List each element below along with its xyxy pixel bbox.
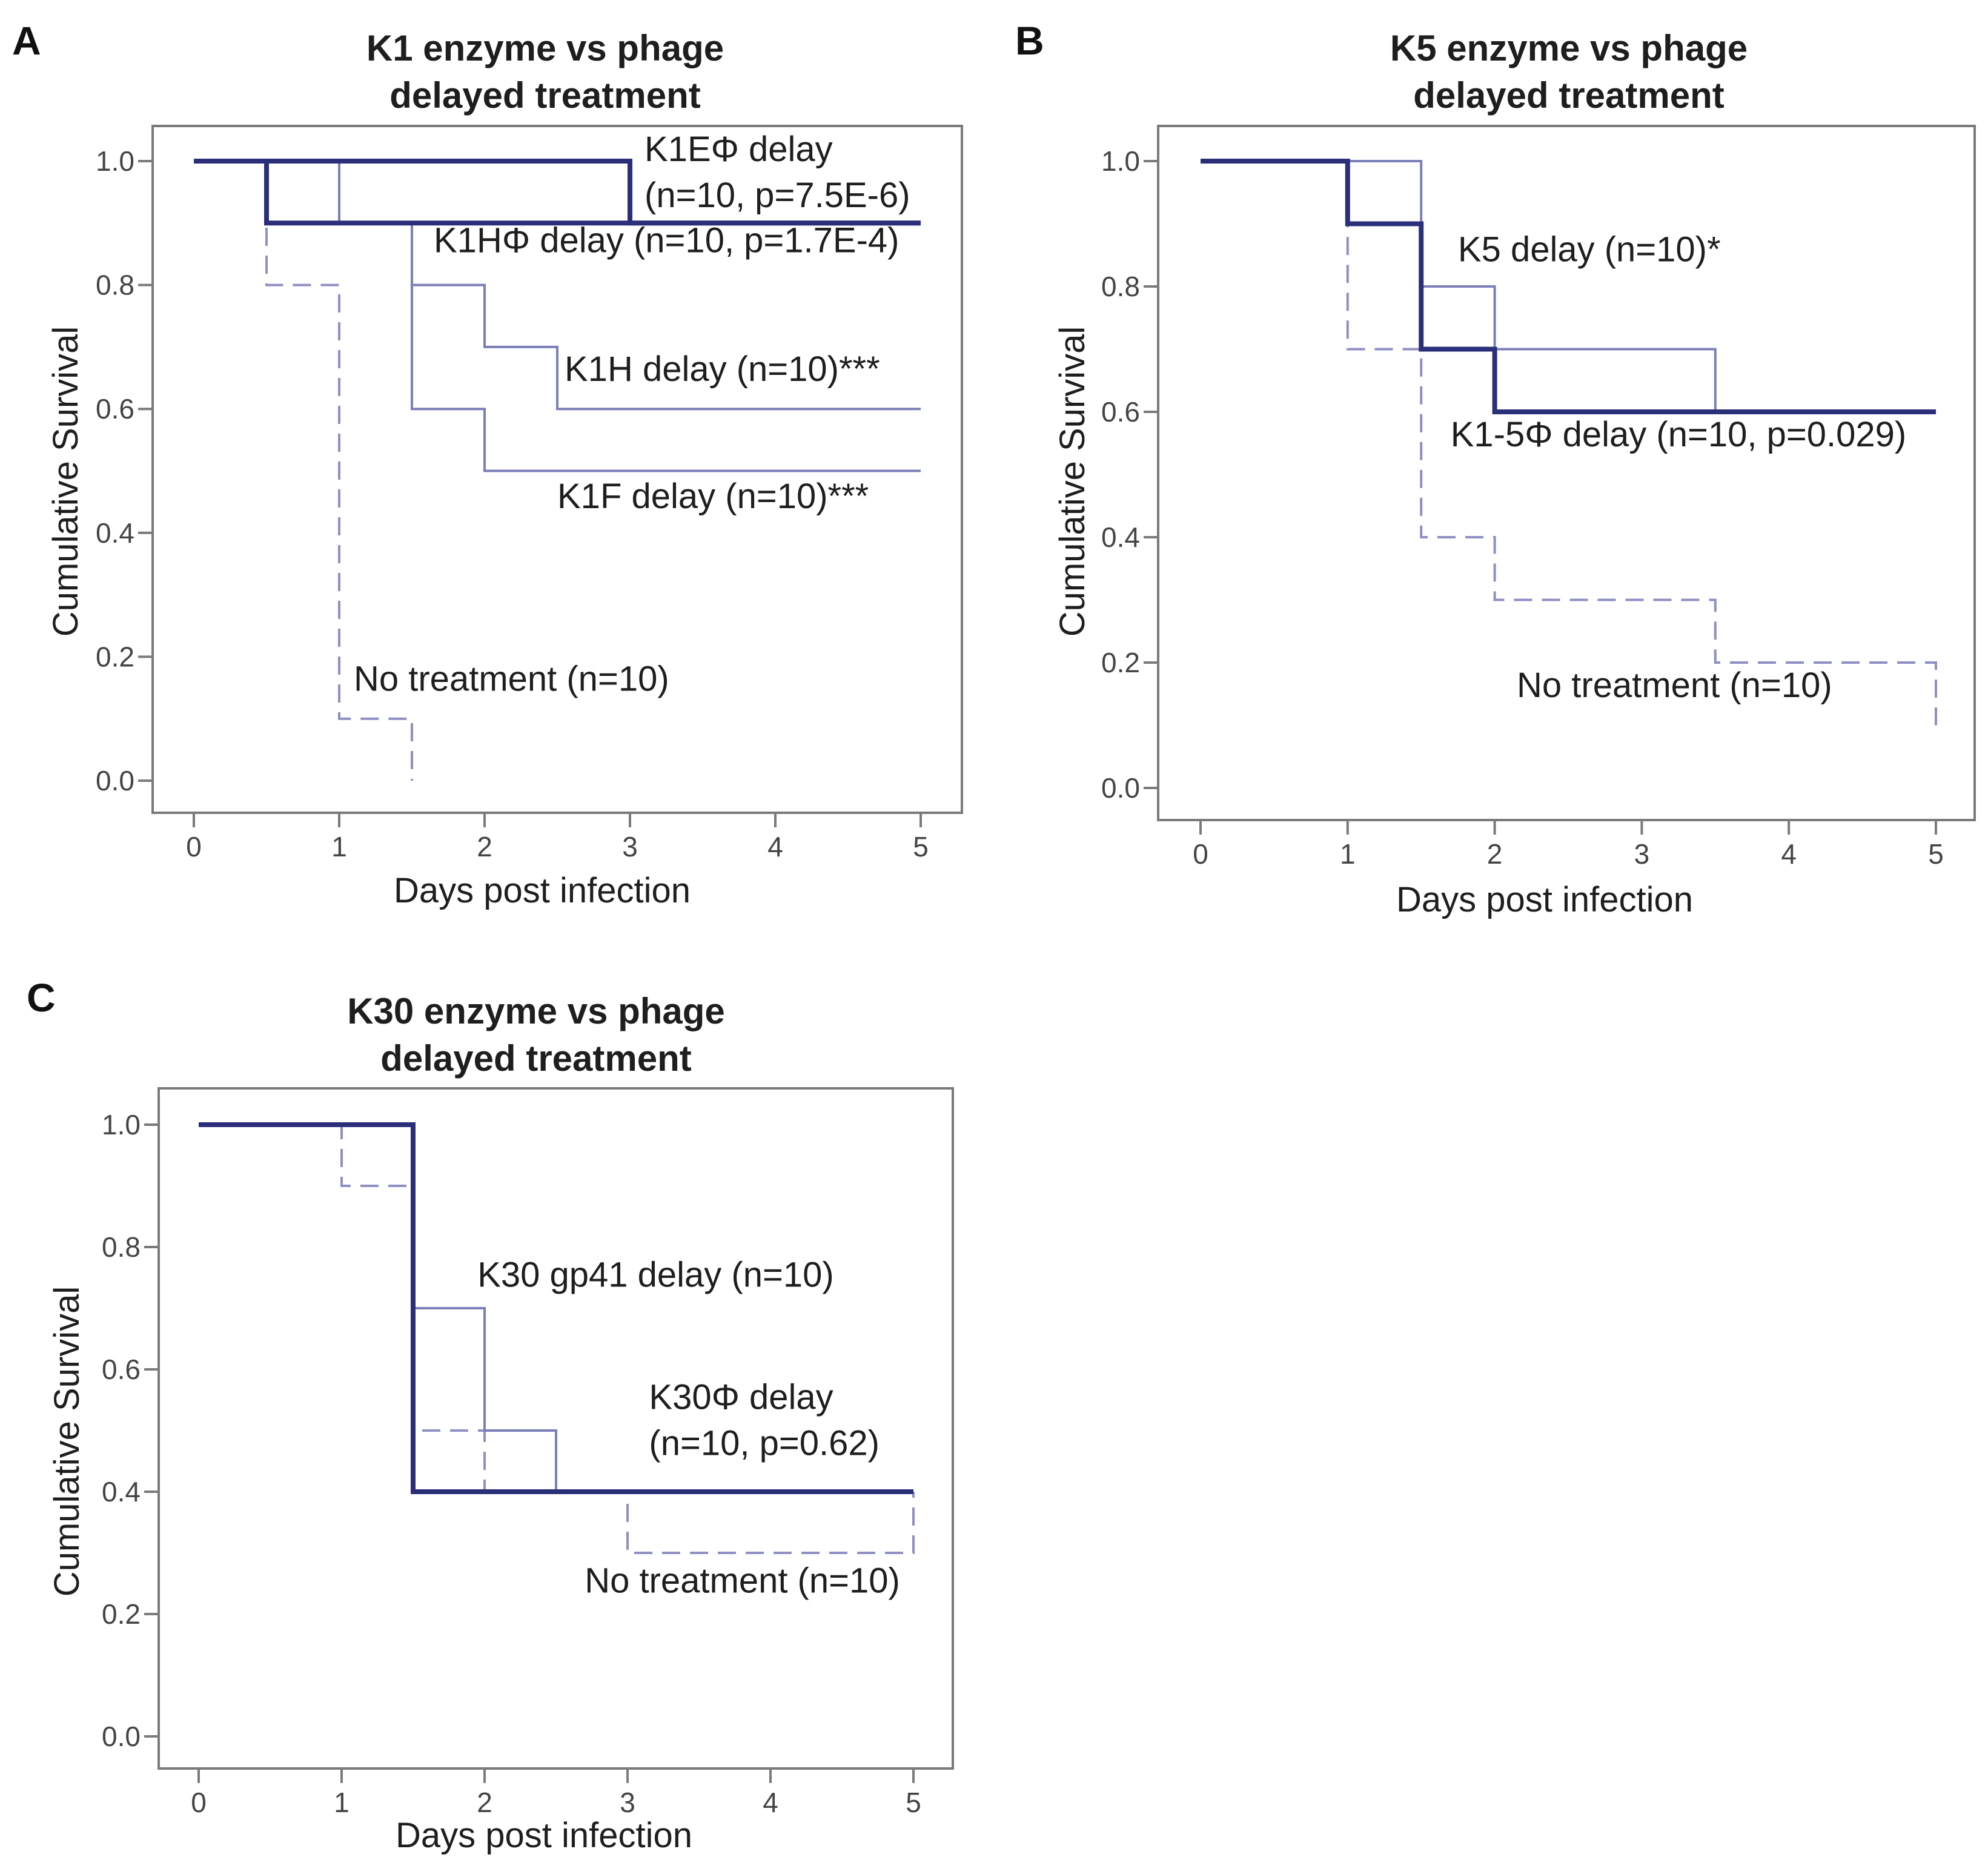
y-tick-label: 0.2 [96, 641, 134, 672]
series-k1-5-delay [1201, 159, 1936, 414]
y-tick-label: 1.0 [1101, 145, 1140, 177]
chart-title: K1 enzyme vs phage delayed treatment [366, 28, 724, 116]
y-tick-label: 0.4 [102, 1476, 141, 1507]
panel-letter: B [1015, 18, 1044, 63]
x-tick-label: 3 [1634, 838, 1650, 870]
series-annotation: K5 delay (n=10)* [1458, 230, 1721, 270]
x-tick-label: 2 [477, 831, 492, 862]
chart-title: K5 enzyme vs phage delayed treatment [1390, 28, 1748, 116]
x-tick-label: 4 [763, 1787, 778, 1818]
series-annotation: No treatment (n=10) [585, 1561, 900, 1601]
panel-a: A K1 enzyme vs phage delayed treatment 0.0 0… [12, 18, 963, 910]
y-tick-label: 0.6 [1101, 396, 1140, 428]
x-tick-label: 0 [1193, 838, 1208, 870]
x-tick-label: 5 [913, 831, 929, 862]
x-tick-label: 4 [1781, 838, 1797, 870]
y-tick-label: 0.0 [1101, 772, 1140, 804]
x-tick-label: 3 [622, 831, 638, 862]
series-annotation-line: K1H delay (n=10)*** [565, 349, 880, 389]
x-axis-label: Days post infection [1396, 880, 1693, 919]
series-k1h-delay [194, 160, 921, 411]
series-annotation: K1-5Φ delay (n=10, p=0.029) [1451, 415, 1906, 454]
y-tick-label: 0.8 [1101, 271, 1140, 302]
y-tick-label: 0.0 [96, 765, 134, 796]
y-tick-label: 0.4 [96, 517, 134, 549]
series-annotation: No treatment (n=10) [1517, 666, 1832, 705]
series-annotation: K30Φ delay (n=10, p=0.62) [649, 1378, 880, 1463]
series-annotation: K1EΦ delay (n=10, p=7.5E-6) [644, 130, 910, 215]
series-annotation-line: K1EΦ delay [644, 130, 833, 169]
y-tick-label: 0.8 [96, 270, 134, 301]
y-axis-label: Cumulative Survival [47, 1286, 87, 1597]
y-tick-label: 0.8 [102, 1231, 141, 1263]
x-tick-label: 5 [906, 1787, 921, 1818]
series-annotation-line: No treatment (n=10) [354, 660, 669, 699]
y-tick-label: 0.2 [1101, 647, 1140, 678]
series-k5-delay [1201, 160, 1936, 413]
panel-c: C K30 enzyme vs phage delayed treatment 0.0… [27, 975, 954, 1855]
series-annotation-line: K30Φ delay [649, 1378, 833, 1417]
x-tick-label: 0 [191, 1787, 207, 1818]
series-annotation-line: (n=10, p=0.62) [649, 1424, 880, 1463]
x-tick-label: 2 [1487, 838, 1503, 870]
series-annotation-line: K1-5Φ delay (n=10, p=0.029) [1451, 415, 1906, 454]
y-tick-label: 0.6 [102, 1354, 141, 1385]
x-tick-label: 3 [620, 1787, 635, 1818]
series-annotation: K1H delay (n=10)*** [565, 349, 880, 389]
chart-title-line: delayed treatment [1413, 75, 1725, 116]
x-axis-label: Days post infection [396, 1816, 692, 1855]
series-annotation: K1F delay (n=10)*** [557, 477, 869, 516]
chart-title-line: K30 enzyme vs phage [347, 991, 725, 1031]
y-tick-label: 0.6 [96, 393, 134, 425]
y-tick-label: 1.0 [102, 1109, 141, 1140]
y-tick-label: 0.0 [102, 1721, 141, 1752]
series-no-treatment [1201, 160, 1937, 726]
series-annotation-line: No treatment (n=10) [585, 1561, 900, 1601]
series-annotation-line: K30 gp41 delay (n=10) [477, 1256, 833, 1295]
series-annotation-line: K5 delay (n=10)* [1458, 230, 1721, 270]
series-annotation-line: (n=10, p=7.5E-6) [644, 176, 910, 215]
x-tick-label: 1 [334, 1787, 350, 1818]
chart-title-line: K1 enzyme vs phage [366, 28, 724, 68]
series-annotation: No treatment (n=10) [354, 660, 669, 699]
series-k1e-delay [194, 159, 921, 226]
x-tick-label: 1 [331, 831, 347, 862]
panel-letter: A [12, 18, 41, 63]
series-annotation-line: No treatment (n=10) [1517, 666, 1832, 705]
chart-title: K30 enzyme vs phage delayed treatment [347, 991, 725, 1079]
plot-frame [1157, 125, 1976, 821]
chart-title-line: K5 enzyme vs phage [1390, 28, 1748, 68]
series-annotation: K30 gp41 delay (n=10) [477, 1256, 833, 1295]
x-tick-label: 5 [1928, 838, 1944, 870]
y-tick-label: 1.0 [96, 145, 134, 177]
x-tick-label: 4 [767, 831, 783, 862]
x-tick-label: 0 [186, 831, 202, 862]
plot-frame [157, 1087, 954, 1770]
x-tick-label: 1 [1340, 838, 1356, 870]
y-tick-label: 0.4 [1101, 521, 1140, 553]
series-annotation: K1HΦ delay (n=10, p=1.7E-4) [434, 220, 900, 260]
x-axis-label: Days post infection [394, 871, 691, 910]
x-tick-label: 2 [477, 1787, 492, 1818]
panel-letter: C [27, 975, 56, 1020]
plot-frame [151, 125, 963, 814]
series-annotation-line: K1HΦ delay (n=10, p=1.7E-4) [434, 220, 900, 260]
y-axis-label: Cumulative Survival [46, 326, 85, 637]
series-annotation-line: K1F delay (n=10)*** [557, 477, 869, 516]
panel-b: B K5 enzyme vs phage delayed treatment 0.0 0… [1015, 18, 1976, 919]
y-axis-label: Cumulative Survival [1053, 326, 1092, 637]
chart-title-line: delayed treatment [380, 1038, 692, 1079]
chart-title-line: delayed treatment [389, 75, 701, 116]
y-tick-label: 0.2 [102, 1598, 141, 1630]
series-k30-delay [199, 1122, 913, 1494]
